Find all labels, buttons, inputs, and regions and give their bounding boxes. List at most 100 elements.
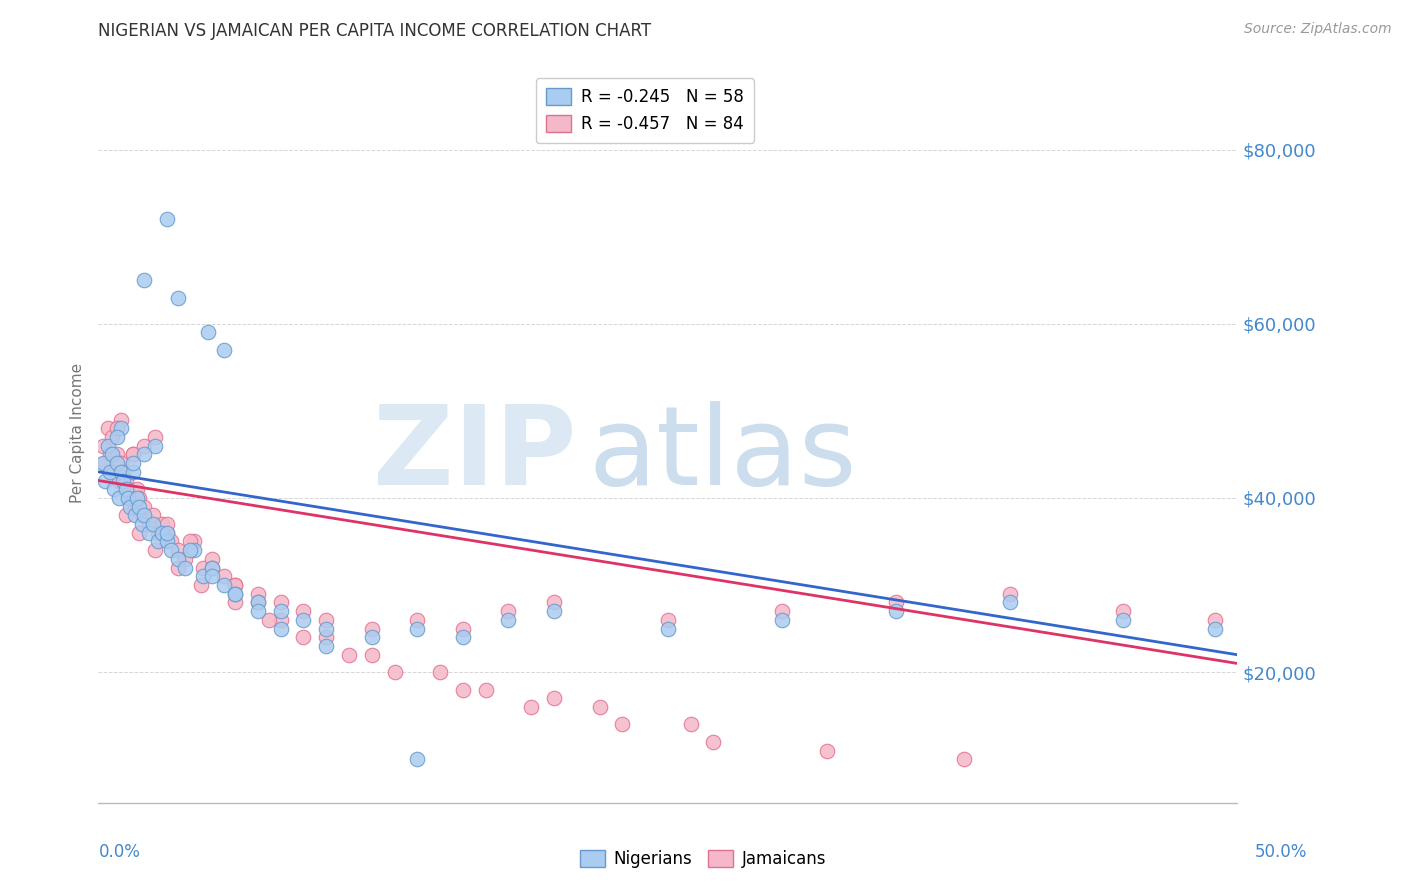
Point (108, 491, 131, 505)
Point (94, 474, 117, 488)
Point (246, 604, 269, 618)
Point (105, 421, 128, 435)
Point (127, 482, 149, 496)
Point (167, 291, 190, 305)
Point (146, 534, 169, 549)
Point (183, 543, 205, 558)
Point (224, 578, 246, 592)
Point (156, 534, 179, 549)
Point (96, 439, 118, 453)
Point (360, 648, 382, 662)
Point (91, 456, 114, 470)
Point (146, 525, 169, 540)
Point (1204, 613, 1226, 627)
Point (174, 552, 197, 566)
Point (98, 447, 121, 461)
Point (101, 430, 124, 444)
Point (451, 622, 474, 636)
Point (156, 517, 179, 532)
Point (91, 439, 114, 453)
Point (270, 613, 292, 627)
Point (406, 613, 429, 627)
Point (128, 525, 150, 540)
Point (96, 421, 118, 435)
Text: atlas: atlas (588, 401, 856, 508)
Point (124, 500, 146, 514)
Point (884, 604, 907, 618)
Point (212, 569, 235, 583)
Point (224, 587, 246, 601)
Point (315, 639, 337, 653)
Point (246, 595, 269, 609)
Point (193, 560, 215, 574)
Point (112, 474, 135, 488)
Text: 0.0%: 0.0% (98, 843, 141, 861)
Point (174, 560, 197, 574)
Point (224, 578, 246, 592)
Point (406, 752, 429, 766)
Point (1112, 613, 1135, 627)
Point (94, 456, 117, 470)
Point (110, 456, 132, 470)
Point (160, 534, 183, 549)
Point (360, 622, 382, 636)
Point (114, 482, 136, 496)
Point (121, 456, 143, 470)
Point (150, 517, 173, 532)
Point (197, 326, 219, 340)
Point (292, 630, 315, 644)
Point (360, 630, 382, 644)
Point (167, 560, 190, 574)
Point (150, 525, 173, 540)
Point (179, 543, 201, 558)
Point (114, 508, 136, 523)
Point (131, 517, 153, 532)
Point (474, 682, 496, 697)
Point (384, 665, 406, 680)
Point (103, 482, 125, 496)
Point (770, 613, 793, 627)
Point (132, 273, 155, 287)
Point (110, 412, 132, 426)
Point (543, 691, 565, 706)
Point (657, 622, 679, 636)
Point (702, 735, 724, 749)
Point (128, 491, 150, 505)
Point (315, 622, 337, 636)
Point (132, 500, 155, 514)
Point (105, 456, 128, 470)
Point (98, 465, 121, 479)
Point (1112, 604, 1135, 618)
Point (132, 447, 155, 461)
Point (201, 552, 224, 566)
Legend: Nigerians, Jamaicans: Nigerians, Jamaicans (574, 843, 832, 875)
Point (337, 648, 360, 662)
Point (156, 212, 179, 227)
Point (128, 500, 150, 514)
Point (406, 622, 429, 636)
Text: ZIP: ZIP (374, 401, 576, 508)
Point (270, 595, 292, 609)
Point (270, 604, 292, 618)
Point (117, 491, 139, 505)
Legend: R = -0.245   N = 58, R = -0.457   N = 84: R = -0.245 N = 58, R = -0.457 N = 84 (536, 78, 754, 143)
Point (121, 447, 143, 461)
Text: NIGERIAN VS JAMAICAN PER CAPITA INCOME CORRELATION CHART: NIGERIAN VS JAMAICAN PER CAPITA INCOME C… (98, 22, 651, 40)
Point (167, 543, 190, 558)
Point (110, 421, 132, 435)
Point (120, 491, 142, 505)
Point (588, 700, 610, 714)
Point (520, 700, 543, 714)
Y-axis label: Per Capita Income: Per Capita Income (70, 362, 86, 503)
Point (998, 595, 1021, 609)
Point (224, 587, 246, 601)
Point (145, 439, 167, 453)
Point (953, 752, 976, 766)
Point (315, 613, 337, 627)
Point (132, 508, 155, 523)
Point (114, 474, 136, 488)
Point (292, 613, 315, 627)
Point (543, 604, 565, 618)
Point (110, 465, 132, 479)
Point (1204, 622, 1226, 636)
